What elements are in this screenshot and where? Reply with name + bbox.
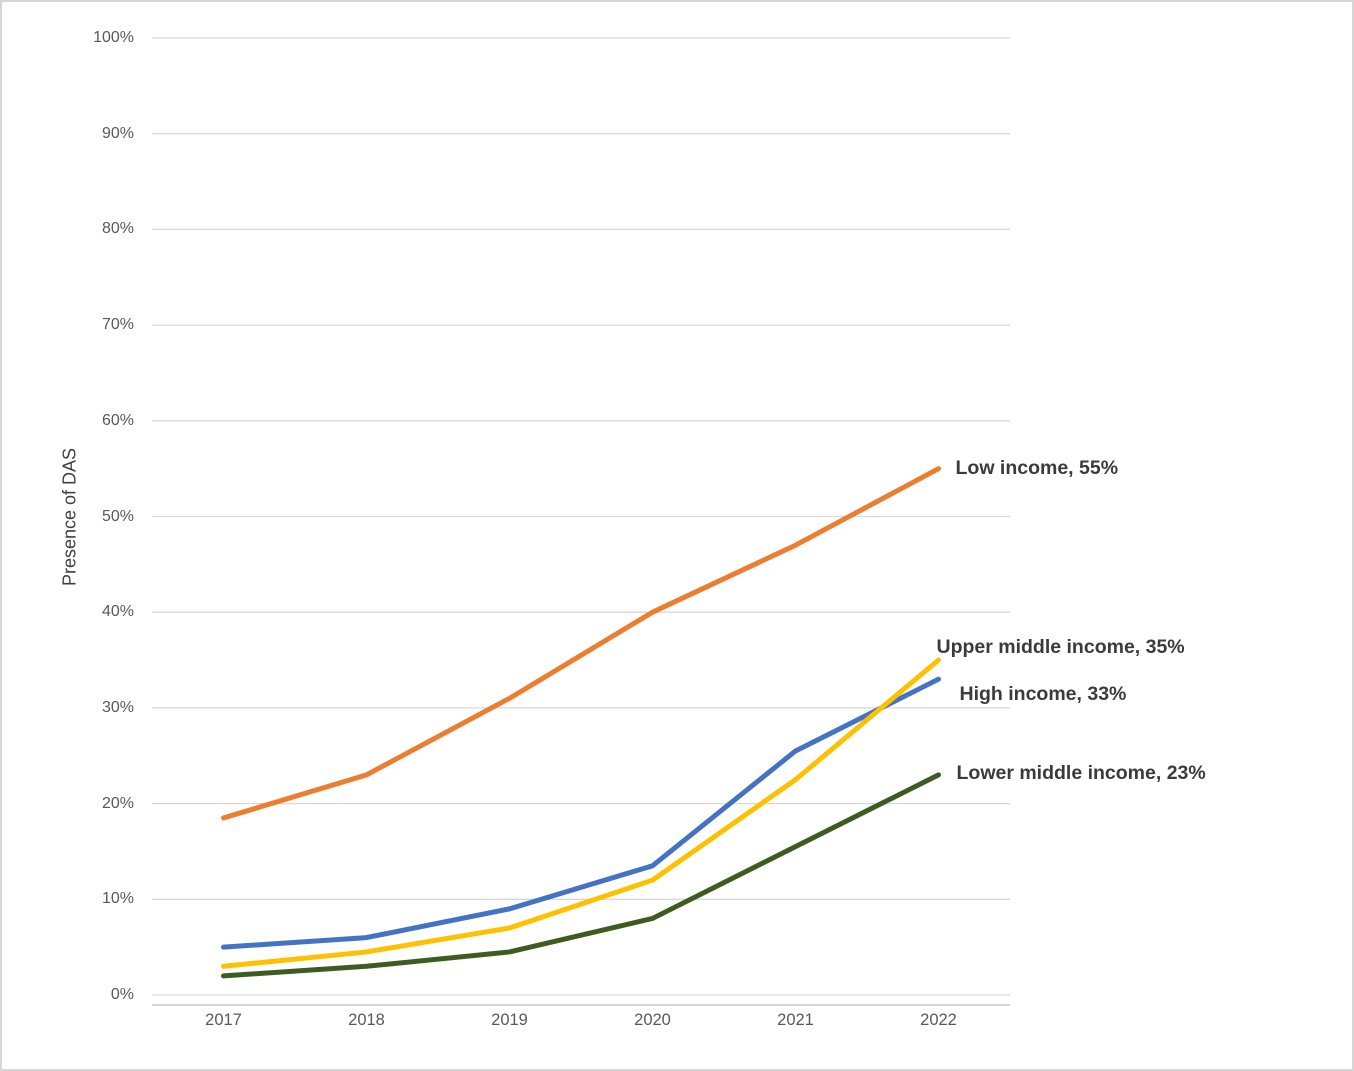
series-label-low-income: Low income, 55% (955, 456, 1119, 479)
y-tick-label: 10% (101, 890, 134, 908)
y-tick-label: 90% (101, 124, 134, 142)
series-line-high-income (221, 676, 941, 950)
x-tick-label: 2017 (205, 1011, 242, 1029)
x-tick-label: 2022 (920, 1011, 957, 1029)
y-tick-label: 100% (93, 29, 134, 46)
series-label-high-income: High income, 33% (959, 683, 1127, 706)
y-tick-label: 40% (101, 603, 134, 621)
x-tick-label: 2021 (777, 1011, 814, 1029)
y-tick-label: 0% (110, 986, 134, 1003)
x-tick-label: 2018 (348, 1011, 385, 1029)
series-label-lower-middle-income: Lower middle income, 23% (956, 761, 1206, 784)
series-line-upper-middle-income (221, 657, 941, 969)
y-tick-label: 80% (101, 220, 134, 238)
y-tick-label: 70% (101, 316, 134, 334)
y-tick-label: 60% (101, 411, 134, 429)
x-tick-label: 2020 (634, 1011, 671, 1029)
y-tick-label: 30% (101, 698, 134, 716)
y-tick-label: 20% (101, 794, 134, 812)
y-tick-label: 50% (101, 507, 134, 525)
x-tick-label: 2019 (491, 1011, 528, 1029)
series-label-upper-middle-income: Upper middle income, 35% (936, 636, 1185, 659)
series-line-low-income (221, 466, 941, 821)
series-line-lower-middle-income (221, 772, 941, 979)
